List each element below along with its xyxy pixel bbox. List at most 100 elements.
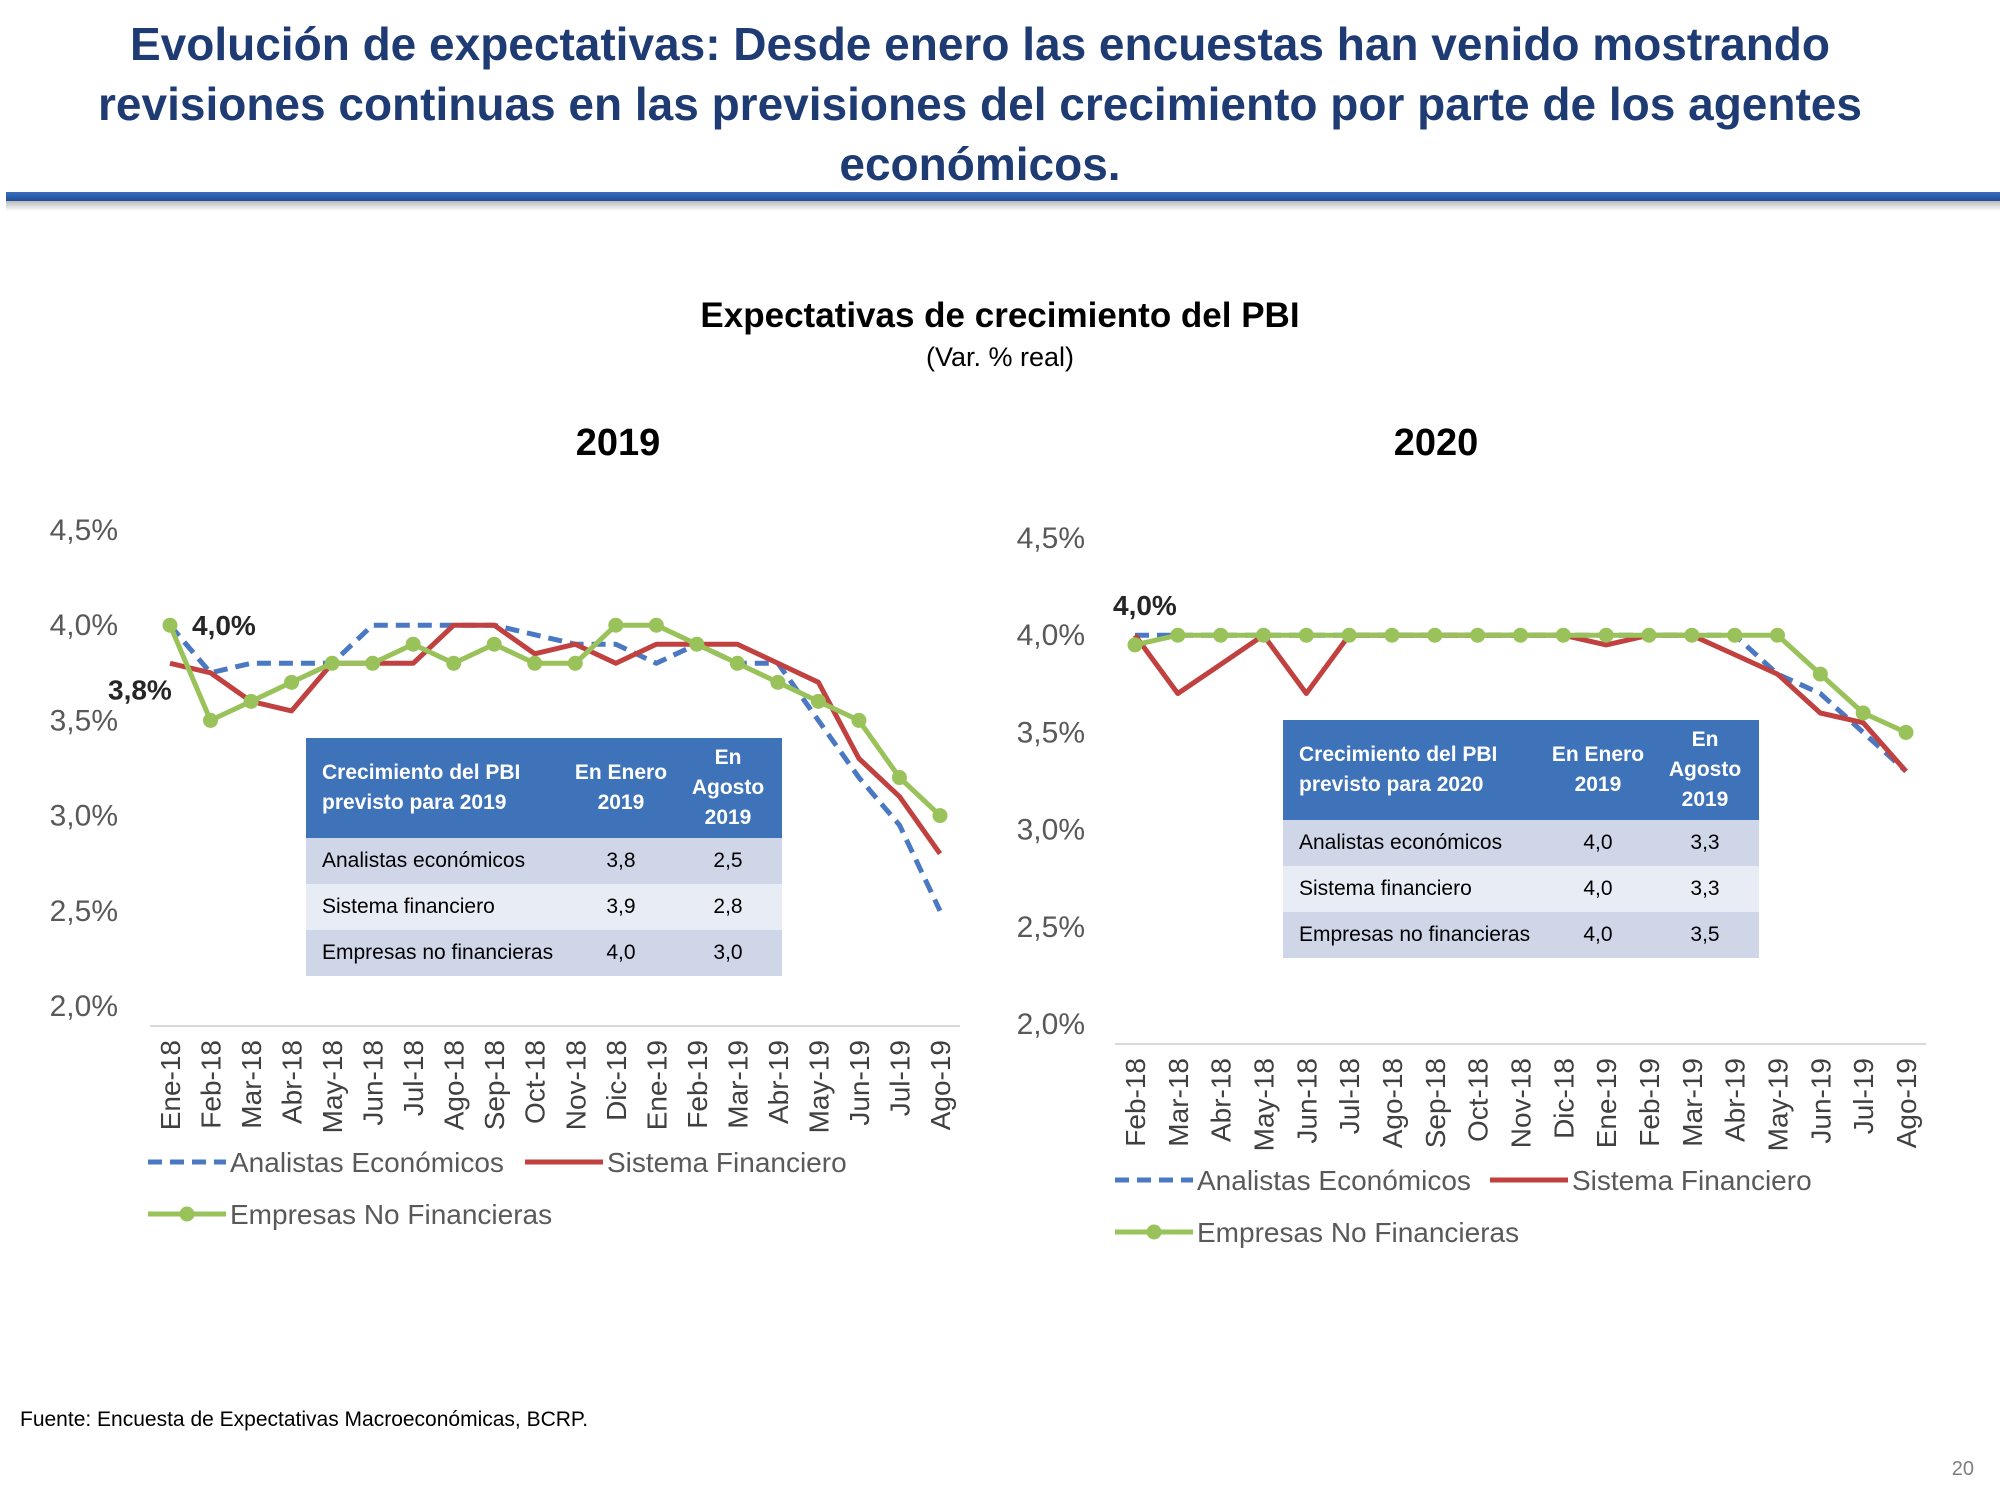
legend-label-empresas-2019: Empresas No Financieras [230, 1199, 552, 1230]
chart-subtitle: (Var. % real) [925, 342, 1075, 372]
table-2019-row-agosto: 3,0 [674, 930, 782, 976]
data-point-empresas-2019 [770, 674, 786, 690]
data-point-empresas-2020 [1727, 627, 1743, 643]
table-2019-header-enero: En Enero 2019 [567, 738, 674, 838]
x-tick-label-2020: Sep-18 [1420, 1058, 1451, 1148]
data-point-empresas-2020 [1513, 627, 1528, 643]
source-footnote: Fuente: Encuesta de Expectativas Macroec… [20, 1408, 589, 1431]
charts-canvas: 2,0% 2,5% 3,0% 3,5% 4,0% 4,5% Ene-18 Feb-18 Mar-… [50, 514, 1926, 1248]
data-point-empresas-2019 [648, 617, 664, 633]
x-tick-label-2019: Abr-19 [763, 1040, 794, 1124]
data-point-empresas-2019 [527, 655, 543, 671]
chart-title: Expectativas de crecimiento del PBI [700, 296, 1300, 335]
x-tick-label-2019: Feb-18 [196, 1040, 227, 1129]
x-tick-label-2020: Nov-18 [1506, 1058, 1537, 1148]
x-tick-label-2020: Jul-19 [1848, 1058, 1879, 1134]
x-tick-label-2019: Nov-18 [560, 1040, 591, 1130]
x-tick-label-2020: Jul-18 [1334, 1058, 1365, 1134]
x-tick-label-2019: Ago-19 [925, 1040, 956, 1130]
table-2020-header-label: Crecimiento del PBI previsto para 2020 [1283, 720, 1545, 820]
data-point-empresas-2020 [1684, 627, 1700, 643]
x-tick-label-2019: Feb-19 [682, 1040, 713, 1129]
data-point-empresas-2020 [1898, 724, 1914, 740]
data-point-empresas-2019 [689, 636, 705, 652]
x-tick-label-2019: Mar-19 [722, 1040, 753, 1129]
x-tick-label-2020: May-18 [1249, 1058, 1280, 1151]
data-point-empresas-2020 [1341, 627, 1357, 643]
legend-marker-empresas-2019 [179, 1206, 195, 1222]
data-point-empresas-2019 [567, 655, 583, 671]
legend-label-empresas-2020: Empresas No Financieras [1197, 1217, 1519, 1248]
series-line-analistas-2019 [168, 622, 943, 912]
table-2019-row-label: Analistas económicos [306, 838, 568, 884]
x-tick-label-2019: May-18 [317, 1040, 348, 1133]
data-point-empresas-2020 [1598, 627, 1614, 643]
data-point-empresas-2019 [486, 636, 502, 652]
x-tick-label-2019: Abr-18 [277, 1040, 308, 1124]
x-tick-label-2019: Jul-18 [398, 1040, 429, 1116]
data-point-empresas-2020 [1256, 627, 1271, 643]
table-2020-row-label: Empresas no financieras [1283, 912, 1545, 958]
table-2020-row-agosto: 3,3 [1651, 820, 1759, 866]
x-tick-label-2020: Ago-18 [1377, 1058, 1408, 1148]
x-tick-label-2019: Mar-18 [236, 1040, 267, 1129]
table-2019-row-label: Empresas no financieras [306, 930, 568, 976]
x-tick-label-2019: Ago-18 [439, 1040, 470, 1130]
table-2020-row-enero: 4,0 [1544, 912, 1651, 958]
data-point-empresas-2020 [1427, 627, 1443, 643]
data-point-empresas-2019 [284, 674, 300, 690]
page-number: 20 [1951, 1458, 1974, 1480]
data-point-empresas-2020 [1770, 627, 1785, 643]
x-tick-label-2019: May-19 [803, 1040, 834, 1133]
y-tick-label-2020: 2,0% [1017, 1008, 1085, 1041]
x-tick-label-2019: Dic-18 [601, 1040, 632, 1121]
table-2020-row-enero: 4,0 [1544, 866, 1651, 912]
x-tick-label-2019: Oct-18 [520, 1040, 551, 1124]
y-tick-label-2020: 4,5% [1017, 522, 1085, 555]
table-2020: Crecimiento del PBI previsto para 2020 E… [1283, 720, 1759, 958]
annotation-label-2019: 4,0% [192, 610, 256, 641]
legend-label-sistema-2019: Sistema Financiero [607, 1147, 847, 1178]
data-point-empresas-2019 [243, 693, 259, 709]
data-point-empresas-2019 [203, 712, 219, 728]
y-tick-label-2019: 3,0% [50, 800, 118, 833]
table-2019-header-agosto: En Agosto 2019 [674, 738, 782, 838]
legend-marker-empresas-2020 [1146, 1224, 1162, 1240]
table-row: Sistema financiero 3,9 2,8 [306, 884, 782, 930]
panel-title-2019: 2019 [575, 422, 661, 464]
y-tick-label-2019: 4,0% [50, 609, 118, 642]
table-2019-row-label: Sistema financiero [306, 884, 568, 930]
data-point-empresas-2019 [891, 770, 907, 786]
x-tick-label-2019: Jun-18 [358, 1040, 389, 1126]
table-2020-row-label: Sistema financiero [1283, 866, 1545, 912]
x-tick-label-2019: Sep-18 [479, 1040, 510, 1130]
title-rule [6, 192, 2000, 201]
x-tick-label-2019: Ene-18 [155, 1040, 186, 1130]
x-tick-label-2020: Ago-19 [1891, 1058, 1922, 1148]
x-tick-label-2019: Jul-19 [884, 1040, 915, 1116]
series-line-sistema-2019 [169, 622, 943, 856]
data-point-empresas-2019 [608, 617, 624, 633]
x-tick-label-2020: Mar-18 [1163, 1058, 1194, 1147]
x-tick-label-2020: Jun-19 [1805, 1058, 1836, 1144]
x-tick-label-2020: Feb-18 [1120, 1058, 1151, 1147]
table-2020-header-agosto: En Agosto 2019 [1651, 720, 1759, 820]
table-2019-row-enero: 4,0 [567, 930, 674, 976]
slide-title-line-2: revisiones continuas en las previsiones … [98, 78, 1862, 130]
legend-label-analistas-2020: Analistas Económicos [1197, 1165, 1471, 1196]
data-point-empresas-2019 [324, 655, 340, 671]
data-point-empresas-2020 [1298, 627, 1314, 643]
data-point-empresas-2019 [729, 655, 745, 671]
table-2020-row-label: Analistas económicos [1283, 820, 1545, 866]
x-tick-label-2020: Dic-18 [1548, 1058, 1579, 1139]
x-tick-label-2020: Jun-18 [1291, 1058, 1322, 1144]
x-tick-label-2020: Mar-19 [1677, 1058, 1708, 1147]
data-point-empresas-2020 [1812, 666, 1828, 682]
table-2020-header-enero: En Enero 2019 [1544, 720, 1651, 820]
annotation-label-2019: 3,8% [108, 674, 172, 705]
data-point-empresas-2019 [365, 655, 381, 671]
x-tick-label-2020: Feb-19 [1634, 1058, 1665, 1147]
table-row: Sistema financiero 4,0 3,3 [1283, 866, 1759, 912]
table-row: Analistas económicos 3,8 2,5 [306, 838, 782, 884]
y-tick-label-2019: 4,5% [50, 514, 118, 547]
